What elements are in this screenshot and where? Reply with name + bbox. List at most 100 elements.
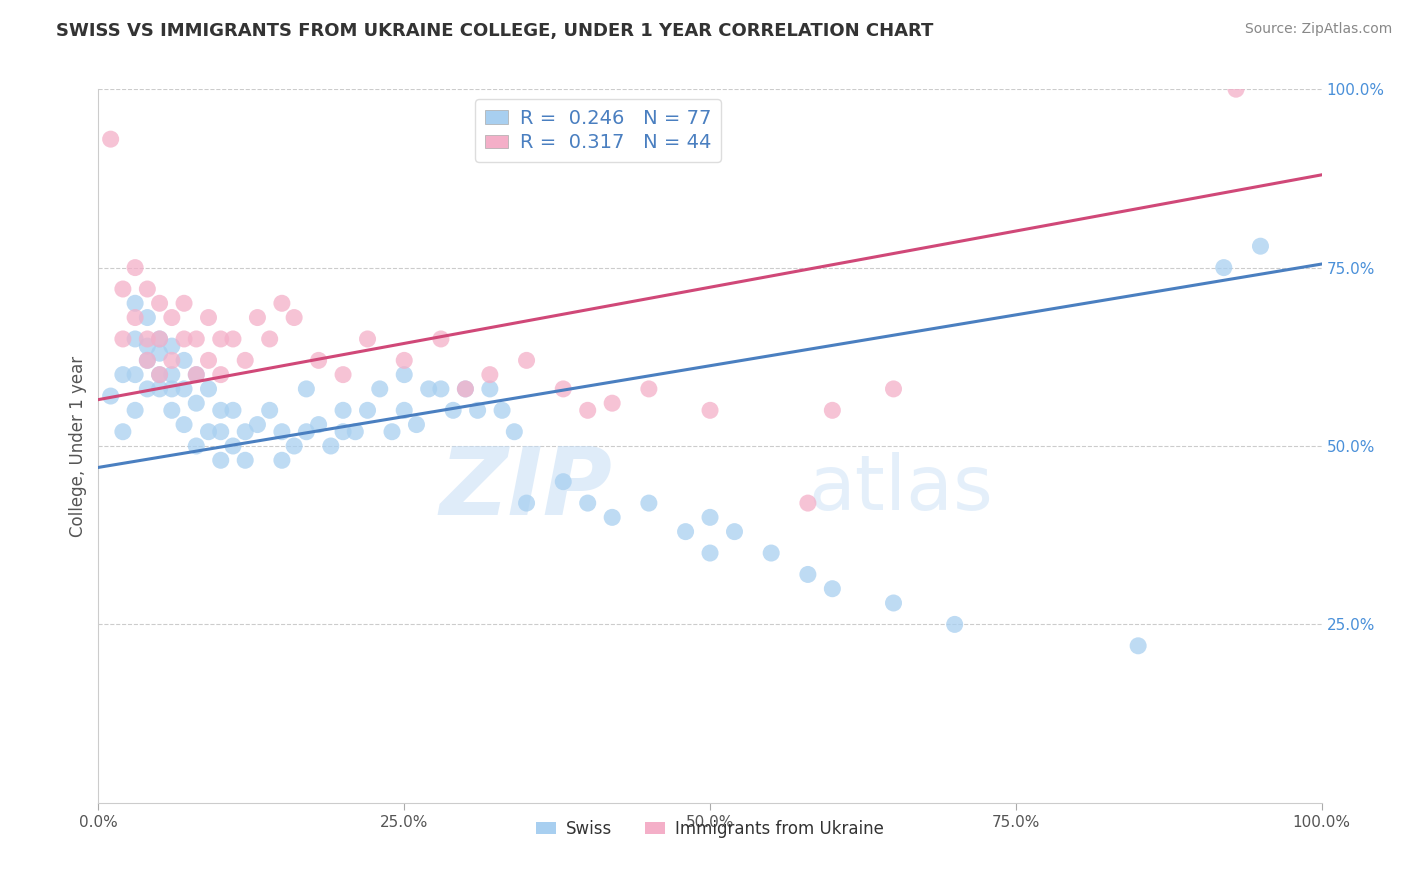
Point <box>503 425 526 439</box>
Point <box>553 475 575 489</box>
Point <box>246 310 269 325</box>
Point <box>186 439 208 453</box>
Point <box>699 403 721 417</box>
Point <box>356 332 378 346</box>
Point <box>553 382 575 396</box>
Point <box>392 403 416 417</box>
Point <box>197 310 219 325</box>
Point <box>149 296 172 310</box>
Text: atlas: atlas <box>808 452 993 525</box>
Point <box>270 453 294 467</box>
Point <box>332 425 354 439</box>
Point <box>233 353 256 368</box>
Point <box>111 368 134 382</box>
Point <box>111 332 134 346</box>
Point <box>821 403 844 417</box>
Point <box>124 260 146 275</box>
Point <box>430 382 453 396</box>
Point <box>295 382 318 396</box>
Point <box>124 296 146 310</box>
Point <box>209 332 232 346</box>
Point <box>149 368 172 382</box>
Text: ZIP: ZIP <box>439 442 612 535</box>
Point <box>222 332 245 346</box>
Y-axis label: College, Under 1 year: College, Under 1 year <box>69 355 87 537</box>
Point <box>136 353 159 368</box>
Point <box>368 382 391 396</box>
Point <box>467 403 489 417</box>
Point <box>149 332 172 346</box>
Point <box>111 425 134 439</box>
Point <box>600 396 623 410</box>
Point <box>576 496 599 510</box>
Point <box>197 353 219 368</box>
Point <box>246 417 269 432</box>
Point <box>173 417 195 432</box>
Point <box>160 310 183 325</box>
Point <box>491 403 513 417</box>
Point <box>883 596 905 610</box>
Point <box>699 510 721 524</box>
Point <box>136 353 159 368</box>
Point <box>308 353 330 368</box>
Point <box>883 382 905 396</box>
Point <box>186 332 208 346</box>
Point <box>209 403 232 417</box>
Point <box>454 382 477 396</box>
Point <box>699 546 721 560</box>
Point <box>136 332 159 346</box>
Point <box>576 403 599 417</box>
Point <box>111 282 134 296</box>
Point <box>637 382 661 396</box>
Point <box>259 403 281 417</box>
Point <box>1212 260 1234 275</box>
Point <box>209 453 232 467</box>
Point <box>270 425 294 439</box>
Point <box>392 368 416 382</box>
Point <box>222 439 245 453</box>
Point <box>356 403 378 417</box>
Point <box>1249 239 1271 253</box>
Point <box>1128 639 1150 653</box>
Point <box>160 368 183 382</box>
Point <box>160 382 183 396</box>
Point <box>186 368 208 382</box>
Point <box>233 425 256 439</box>
Legend: Swiss, Immigrants from Ukraine: Swiss, Immigrants from Ukraine <box>529 814 891 845</box>
Point <box>160 353 183 368</box>
Point <box>173 296 195 310</box>
Point <box>454 382 477 396</box>
Point <box>173 332 195 346</box>
Point <box>405 417 427 432</box>
Point <box>381 425 404 439</box>
Point <box>441 403 464 417</box>
Text: SWISS VS IMMIGRANTS FROM UKRAINE COLLEGE, UNDER 1 YEAR CORRELATION CHART: SWISS VS IMMIGRANTS FROM UKRAINE COLLEGE… <box>56 22 934 40</box>
Point <box>332 368 354 382</box>
Point <box>149 382 172 396</box>
Point <box>100 389 122 403</box>
Point <box>283 439 305 453</box>
Point <box>418 382 440 396</box>
Point <box>478 368 501 382</box>
Point <box>124 368 146 382</box>
Point <box>186 368 208 382</box>
Point <box>675 524 697 539</box>
Point <box>270 296 294 310</box>
Point <box>319 439 342 453</box>
Point <box>797 567 820 582</box>
Point <box>136 382 159 396</box>
Point <box>149 368 172 382</box>
Point <box>124 332 146 346</box>
Point <box>124 310 146 325</box>
Point <box>136 339 159 353</box>
Point <box>209 368 232 382</box>
Point <box>515 496 537 510</box>
Text: Source: ZipAtlas.com: Source: ZipAtlas.com <box>1244 22 1392 37</box>
Point <box>160 403 183 417</box>
Point <box>197 382 219 396</box>
Point <box>515 353 537 368</box>
Point <box>160 339 183 353</box>
Point <box>821 582 844 596</box>
Point <box>344 425 367 439</box>
Point <box>430 332 453 346</box>
